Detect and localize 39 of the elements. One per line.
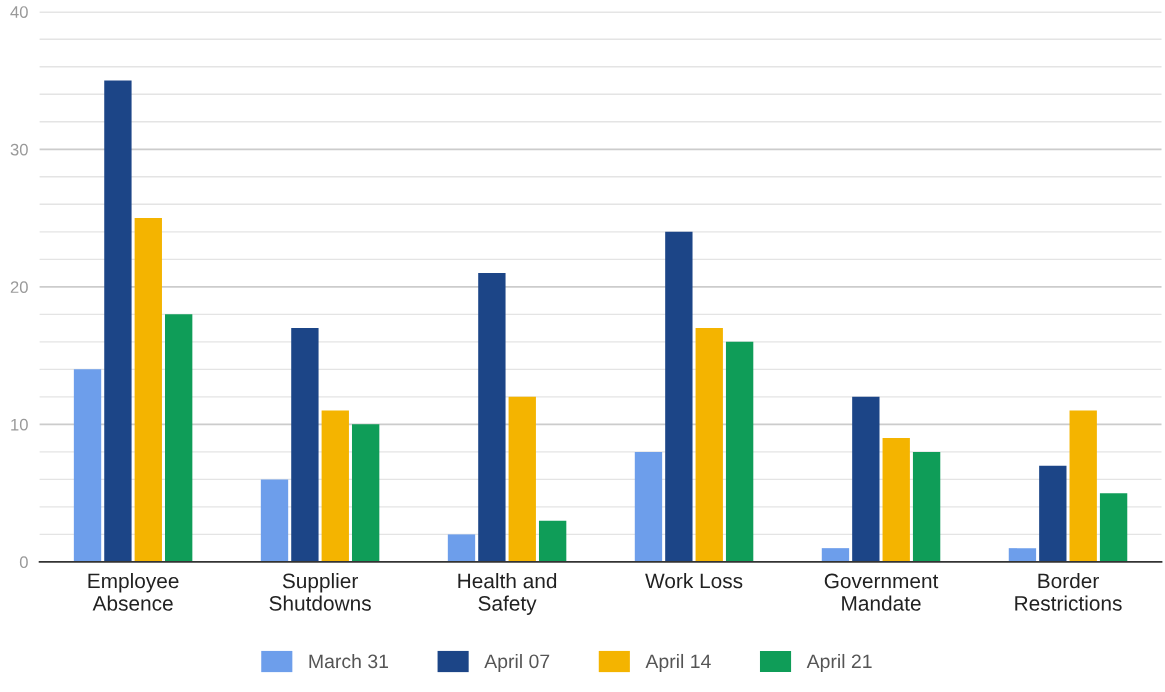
y-tick-label: 10: [11, 418, 28, 431]
y-tick-label: 30: [10, 143, 28, 156]
bar: [351, 424, 380, 562]
bar: [665, 231, 693, 562]
y-tick-label: 20: [10, 281, 28, 294]
bar: [882, 438, 910, 562]
bar: [321, 410, 349, 562]
legend-label: April 21: [806, 653, 872, 673]
x-tick-label: Government Mandate: [824, 573, 939, 611]
bar: [695, 328, 723, 562]
bar: [634, 451, 663, 562]
legend-label: April 07: [484, 653, 550, 673]
x-tick-label: Employee Absence: [88, 573, 179, 611]
bar: [1099, 493, 1128, 562]
x-tick-label: Health and Safety: [458, 573, 557, 615]
x-tick-label: Work Loss: [645, 573, 743, 589]
bar: [725, 341, 754, 562]
x-tick-label: Border Restrictions: [1015, 573, 1122, 611]
bar: [73, 369, 102, 562]
bar: [447, 534, 476, 562]
bar: [104, 80, 132, 562]
bar: [134, 218, 162, 562]
bar: [852, 396, 880, 562]
bar: [912, 451, 941, 562]
bar: [291, 328, 319, 562]
bar: [508, 396, 536, 562]
bar: [260, 479, 289, 562]
x-tick-label: Supplier Shutdowns: [269, 573, 371, 611]
legend-label: April 14: [645, 653, 711, 673]
y-tick-label: 40: [10, 6, 28, 18]
legend-label: March 31: [309, 653, 389, 669]
bar: [1008, 548, 1037, 562]
y-tick-label: 0: [19, 556, 28, 569]
bar: [165, 314, 193, 562]
bar: [1069, 410, 1097, 562]
bar: [1039, 465, 1067, 562]
bar: [538, 520, 567, 562]
bar: [478, 273, 506, 562]
bar: [821, 548, 850, 562]
